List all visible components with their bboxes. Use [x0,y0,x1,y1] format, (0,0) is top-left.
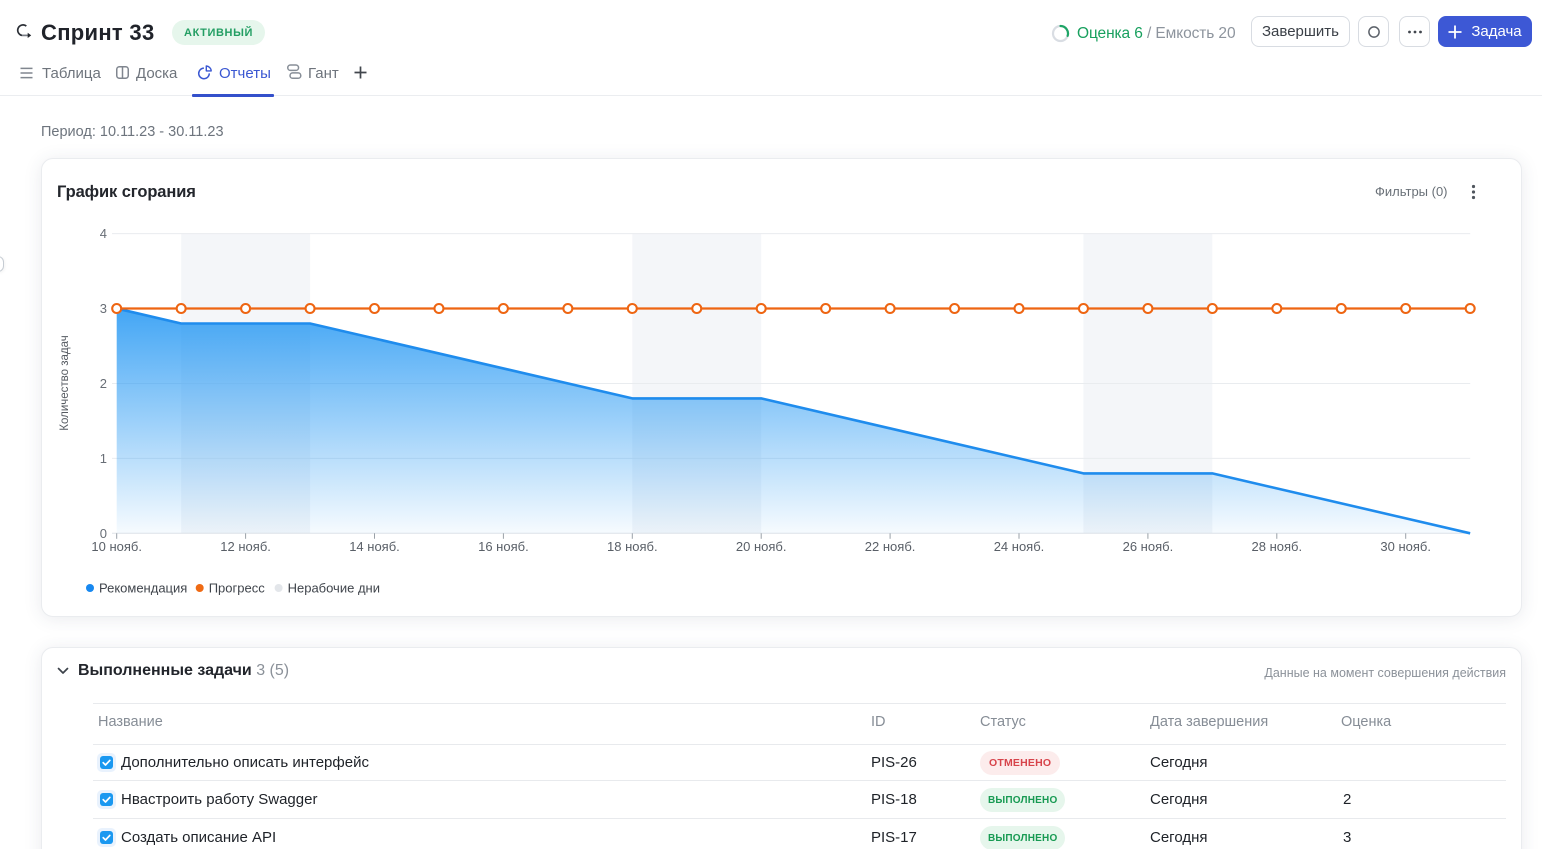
svg-text:14 нояб.: 14 нояб. [349,539,400,554]
svg-text:10 нояб.: 10 нояб. [91,539,142,554]
svg-text:Нерабочие дни: Нерабочие дни [288,581,380,596]
svg-text:4: 4 [100,226,107,241]
svg-text:22 нояб.: 22 нояб. [865,539,916,554]
svg-text:16 нояб.: 16 нояб. [478,539,529,554]
svg-text:Прогресс: Прогресс [209,581,266,596]
svg-text:30 нояб.: 30 нояб. [1380,539,1431,554]
svg-text:Количество задач: Количество задач [59,335,71,430]
svg-text:Рекомендация: Рекомендация [99,581,187,596]
svg-text:28 нояб.: 28 нояб. [1252,539,1303,554]
svg-text:24 нояб.: 24 нояб. [994,539,1045,554]
svg-text:3: 3 [100,301,107,316]
svg-text:26 нояб.: 26 нояб. [1123,539,1174,554]
svg-text:1: 1 [100,451,107,466]
svg-text:18 нояб.: 18 нояб. [607,539,658,554]
svg-text:12 нояб.: 12 нояб. [220,539,271,554]
svg-text:0: 0 [100,526,107,541]
svg-text:20 нояб.: 20 нояб. [736,539,787,554]
svg-text:2: 2 [100,376,107,391]
